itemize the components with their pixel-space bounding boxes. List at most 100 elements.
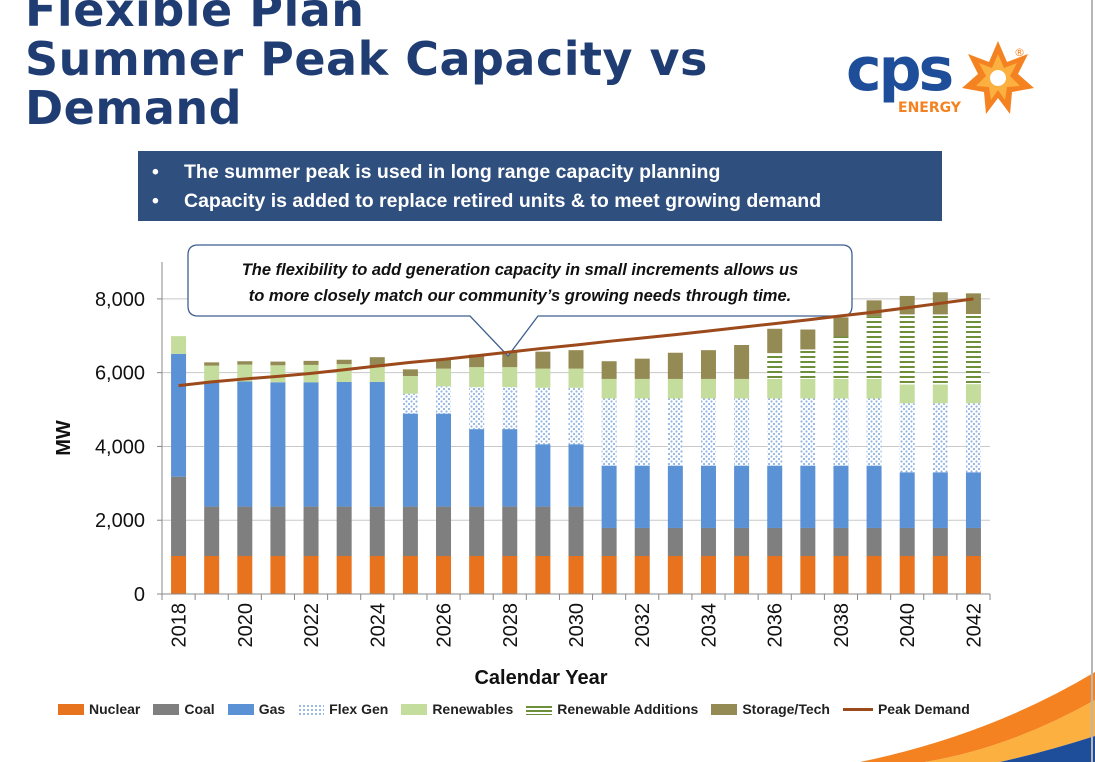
bar-segment: [336, 506, 352, 557]
bar-segment: [866, 316, 882, 379]
bar-segment: [171, 336, 187, 354]
bar-segment: [667, 556, 683, 594]
bar-segment: [502, 387, 518, 430]
legend-swatch: [227, 703, 254, 715]
bar-segment: [800, 349, 816, 379]
bar-segment: [800, 465, 816, 528]
bar-segment: [171, 476, 187, 557]
bullet-banner: • The summer peak is used in long range c…: [138, 151, 942, 221]
bar-segment: [237, 506, 253, 557]
bar-segment: [436, 413, 452, 507]
bar-segment: [502, 367, 518, 388]
slide-edge: [1091, 0, 1093, 762]
cps-energy-logo: cps ENERGY ®: [846, 38, 1034, 116]
registered-mark: ®: [1014, 46, 1025, 59]
bar-segment: [866, 556, 882, 594]
bar-segment: [800, 556, 816, 594]
bullet-text: Capacity is added to replace retired uni…: [184, 190, 822, 212]
bar-segment: [899, 295, 915, 315]
bar-segment: [767, 328, 783, 354]
bar-segment: [700, 378, 716, 399]
legend-swatch: [58, 703, 84, 715]
bar-segment: [899, 314, 915, 385]
bar-segment: [601, 465, 617, 528]
bar-segment: [866, 378, 882, 399]
x-tick-label: 2020: [235, 603, 257, 648]
bar-segment: [833, 527, 849, 557]
legend-label: Renewables: [432, 701, 514, 717]
bar-segment: [204, 556, 220, 594]
bar-segment: [601, 527, 617, 557]
x-tick-label: 2030: [566, 603, 588, 648]
logo-brand-text: cps: [846, 38, 952, 105]
sun-icon: [962, 41, 1034, 114]
x-tick-label: 2026: [434, 603, 456, 648]
bullet-dot: •: [152, 161, 159, 183]
bar-segment: [634, 378, 650, 399]
x-tick-label: 2028: [500, 603, 522, 648]
y-axis-title: MW: [53, 420, 75, 456]
bar-segment: [402, 556, 418, 594]
bar-segment: [899, 384, 915, 404]
bar-segment: [667, 378, 683, 399]
bar-segment: [767, 465, 783, 528]
legend-label: Nuclear: [89, 701, 141, 717]
bar-segment: [402, 375, 418, 394]
legend-swatch: [401, 703, 428, 715]
bar-segment: [303, 360, 319, 365]
bar-segment: [833, 378, 849, 399]
bar-segment: [237, 556, 253, 594]
bar-segment: [734, 345, 750, 379]
legend-item-storage-tech: Storage/Tech: [711, 701, 830, 717]
bar-segment: [767, 398, 783, 466]
bar-segment: [899, 403, 915, 473]
title-line-1: Flexible Plan: [25, 0, 365, 37]
y-tick-label: 4,000: [95, 436, 145, 458]
bar-segment: [270, 382, 286, 507]
bar-segment: [667, 398, 683, 466]
bar-segment: [336, 359, 352, 365]
bar-segment: [502, 352, 518, 368]
bullet-dot: •: [152, 190, 159, 212]
bar-segment: [568, 556, 584, 594]
bar-segment: [734, 398, 750, 466]
bar-segment: [204, 382, 220, 507]
x-axis-title: Calendar Year: [474, 667, 607, 689]
bar-segment: [932, 314, 948, 385]
bar-segment: [734, 527, 750, 557]
legend-item-peak-demand: Peak Demand: [842, 701, 970, 717]
bar-segment: [436, 358, 452, 369]
bar-segment: [270, 506, 286, 557]
bar-segment: [634, 527, 650, 557]
chart-axes: [157, 262, 991, 600]
bar-series: [171, 292, 981, 594]
bar-segment: [965, 527, 981, 557]
callout-line-2: to more closely match our community’s gr…: [248, 287, 792, 305]
callout-box: [187, 244, 853, 358]
legend-label: Storage/Tech: [742, 701, 830, 717]
x-tick-label: 2024: [367, 603, 389, 648]
legend-item-renewables: Renewables: [401, 701, 513, 717]
bar-segment: [436, 556, 452, 594]
bar-segment: [204, 365, 220, 383]
bar-segment: [436, 386, 452, 414]
slide-title: Flexible Plan Summer Peak Capacity vs De…: [25, 0, 708, 133]
bar-segment: [237, 361, 253, 365]
bar-segment: [932, 556, 948, 594]
bar-segment: [932, 384, 948, 404]
bar-segment: [369, 506, 385, 557]
y-tick-label: 8,000: [95, 289, 145, 311]
logo-sub-text: ENERGY: [898, 100, 962, 116]
bar-segment: [237, 381, 253, 507]
bar-segment: [601, 378, 617, 399]
legend-item-coal: Coal: [153, 701, 215, 717]
legend-swatch: [526, 703, 553, 715]
x-tick-label: 2042: [963, 603, 985, 648]
bar-segment: [899, 527, 915, 557]
bar-segment: [469, 367, 485, 388]
bar-segment: [767, 378, 783, 399]
bar-segment: [899, 472, 915, 528]
bar-segment: [171, 556, 187, 594]
bar-segment: [833, 336, 849, 379]
bar-segment: [833, 556, 849, 594]
